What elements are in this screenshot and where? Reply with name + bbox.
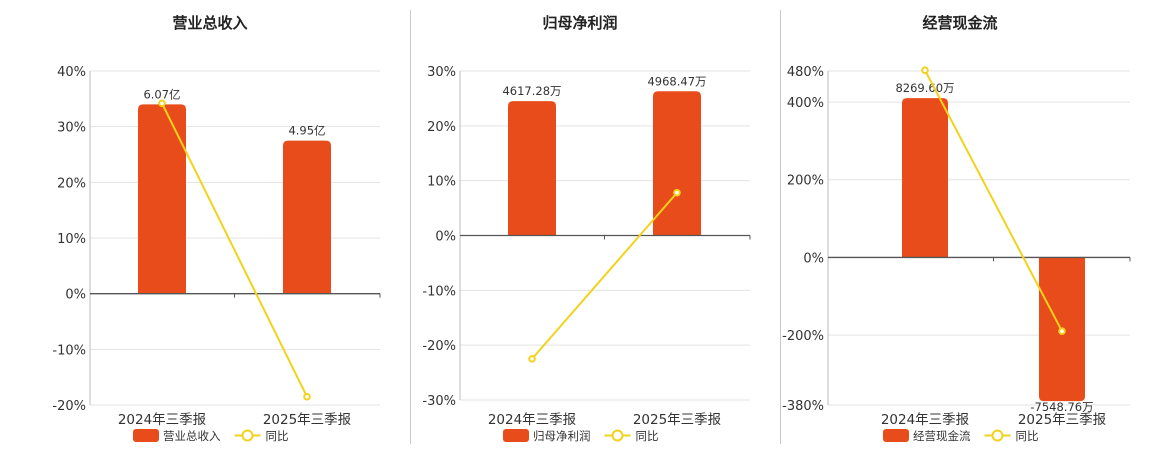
bar bbox=[138, 104, 186, 294]
chart-panel-1: 营业总收入 40% 30% 20% 10% 0% -10% -20% 6.07亿 4.95亿 202… bbox=[0, 0, 410, 450]
x-tick-label: 2025年三季报 bbox=[633, 412, 721, 428]
x-tick-label: 2024年三季报 bbox=[881, 412, 969, 428]
y-tick-label: 20% bbox=[57, 176, 86, 191]
yoy-point bbox=[1058, 327, 1066, 336]
y-tick-label: 20% bbox=[427, 120, 456, 135]
x-tick-label: 2025年三季报 bbox=[1018, 412, 1106, 428]
data-label: 8269.60万 bbox=[895, 81, 954, 95]
y-tick-label: -10% bbox=[52, 343, 86, 358]
bar bbox=[508, 101, 556, 236]
yoy-point bbox=[673, 188, 681, 197]
bar bbox=[902, 98, 948, 258]
legend-line-marker bbox=[991, 429, 1004, 442]
y-tick-label: -30% bbox=[422, 394, 456, 409]
x-tick-label: 2024年三季报 bbox=[118, 412, 206, 428]
legend-bar-swatch bbox=[133, 429, 159, 442]
legend-bar-label: 经营现金流 bbox=[913, 429, 971, 443]
x-tick-label: 2024年三季报 bbox=[488, 412, 576, 428]
chart-svg-1: 营业总收入 40% 30% 20% 10% 0% -10% -20% 6.07亿 4.95亿 202… bbox=[52, 14, 381, 443]
data-label: 4.95亿 bbox=[288, 124, 325, 138]
legend-line-label: 同比 bbox=[1016, 429, 1039, 443]
bar bbox=[653, 91, 701, 236]
y-tick-label: 30% bbox=[57, 121, 86, 136]
data-label: 4617.28万 bbox=[502, 84, 561, 98]
chart-title: 营业总收入 bbox=[172, 14, 247, 32]
yoy-line bbox=[531, 192, 678, 360]
chart-panel-2: 归母净利润 30% 20% 10% 0% -10% -20% -30% 4617.28万 4968… bbox=[411, 0, 780, 450]
data-label: 6.07亿 bbox=[143, 87, 180, 101]
yoy-line bbox=[161, 102, 308, 398]
y-tick-label: -20% bbox=[52, 399, 86, 414]
y-tick-label: 30% bbox=[427, 65, 456, 80]
legend-bar-label: 营业总收入 bbox=[163, 429, 221, 443]
chart-title: 归母净利润 bbox=[542, 14, 617, 32]
y-tick-label: 480% bbox=[787, 65, 824, 80]
chart-title: 经营现金流 bbox=[922, 14, 997, 32]
legend-bar-swatch bbox=[883, 429, 909, 442]
legend-line-marker bbox=[241, 429, 254, 442]
yoy-point bbox=[158, 99, 166, 108]
data-label: -7548.76万 bbox=[1030, 400, 1093, 414]
panel-separator-2 bbox=[780, 10, 781, 444]
x-tick-label: 2025年三季报 bbox=[263, 412, 351, 428]
legend-line-marker bbox=[611, 429, 624, 442]
y-tick-label: 0% bbox=[435, 230, 456, 245]
data-label: 4968.47万 bbox=[647, 74, 706, 88]
y-tick-label: -380% bbox=[782, 399, 824, 414]
y-tick-label: 200% bbox=[787, 174, 824, 189]
yoy-point bbox=[528, 355, 536, 363]
legend-bar-swatch bbox=[503, 429, 529, 442]
legend-line-label: 同比 bbox=[636, 429, 659, 443]
y-tick-label: 0% bbox=[803, 251, 824, 266]
y-tick-label: 0% bbox=[65, 288, 86, 303]
chart-svg-2: 归母净利润 30% 20% 10% 0% -10% -20% -30% 4617.28万 4968… bbox=[422, 14, 751, 443]
y-tick-label: 400% bbox=[787, 96, 824, 111]
y-tick-label: 40% bbox=[57, 65, 86, 80]
yoy-point bbox=[921, 66, 929, 75]
y-tick-label: -200% bbox=[782, 329, 824, 344]
yoy-line bbox=[924, 69, 1063, 332]
legend-line-label: 同比 bbox=[266, 429, 289, 443]
chart-panel-3: 经营现金流 480% 400% 200% 0% -200% -380% 8269.60万 -75… bbox=[781, 0, 1160, 450]
legend-bar-label: 归母净利润 bbox=[533, 429, 591, 443]
chart-svg-3: 经营现金流 480% 400% 200% 0% -200% -380% 8269.60万 -75… bbox=[782, 14, 1131, 443]
y-tick-label: -10% bbox=[422, 284, 456, 299]
panel-separator-1 bbox=[410, 10, 411, 444]
bar bbox=[283, 140, 331, 294]
yoy-point bbox=[303, 392, 311, 401]
y-tick-label: 10% bbox=[57, 232, 86, 247]
y-tick-label: -20% bbox=[422, 339, 456, 354]
y-tick-label: 10% bbox=[427, 175, 456, 190]
